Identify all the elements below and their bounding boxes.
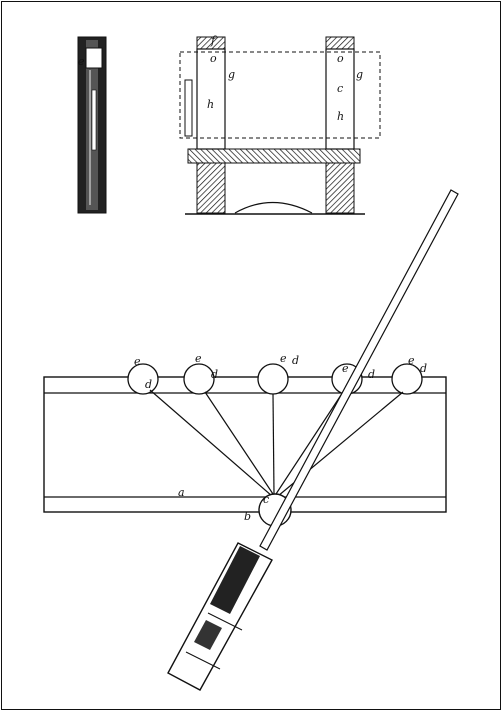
- pin-3: [257, 363, 289, 395]
- handle-joint-2: [185, 651, 221, 670]
- left-leg: [196, 162, 226, 214]
- right-leg: [325, 162, 355, 214]
- front-view-figure: f o g h o c g h: [179, 34, 381, 215]
- string-4: [275, 391, 344, 495]
- cross-bar: [187, 148, 361, 164]
- label-g-right: g: [356, 68, 363, 81]
- label-d-1: d: [145, 378, 152, 391]
- right-post-cap: [325, 36, 355, 50]
- handle-dark-section: [210, 546, 260, 614]
- main-bar: [43, 376, 447, 513]
- lever-rod: [259, 189, 459, 551]
- side-view-figure: e: [77, 36, 107, 214]
- label-h-left: h: [207, 98, 214, 111]
- label-d-2: d: [211, 368, 218, 381]
- string-3: [272, 393, 275, 495]
- pin-5: [391, 363, 423, 395]
- label-e-4: e: [342, 362, 349, 375]
- label-o-left: o: [210, 52, 217, 65]
- label-d-5: d: [420, 362, 427, 375]
- label-e-side: e: [78, 55, 85, 68]
- lever-handle: [167, 542, 273, 691]
- label-f: f: [210, 34, 217, 47]
- label-o-right: o: [337, 52, 344, 65]
- plan-view-figure: e d e d e d e d e d a c b: [43, 189, 459, 691]
- handle-joint-1: [207, 612, 243, 631]
- label-h-right: h: [337, 110, 344, 123]
- label-d-4: d: [368, 368, 375, 381]
- string-1: [149, 389, 273, 497]
- label-b: b: [244, 510, 251, 523]
- handle-body: [167, 542, 273, 691]
- radiating-strings: [149, 389, 404, 497]
- string-2: [204, 391, 274, 495]
- label-c-front: c: [337, 82, 343, 95]
- base-arc: [234, 201, 313, 214]
- label-c-plan: c: [263, 493, 269, 506]
- pin-2: [183, 363, 215, 395]
- label-g-left: g: [228, 68, 235, 81]
- pin-1: [127, 363, 159, 395]
- side-view-slot: [91, 89, 97, 151]
- handle-band: [194, 620, 222, 650]
- left-side-strip: [184, 79, 193, 137]
- label-e-2: e: [195, 352, 202, 365]
- label-e-3: e: [280, 352, 287, 365]
- side-view-window: [85, 47, 103, 69]
- label-a: a: [178, 486, 185, 499]
- label-d-3: d: [292, 354, 299, 367]
- dashed-sheet-outline: [179, 51, 381, 139]
- label-e-5: e: [408, 354, 415, 367]
- label-e-1: e: [134, 355, 141, 368]
